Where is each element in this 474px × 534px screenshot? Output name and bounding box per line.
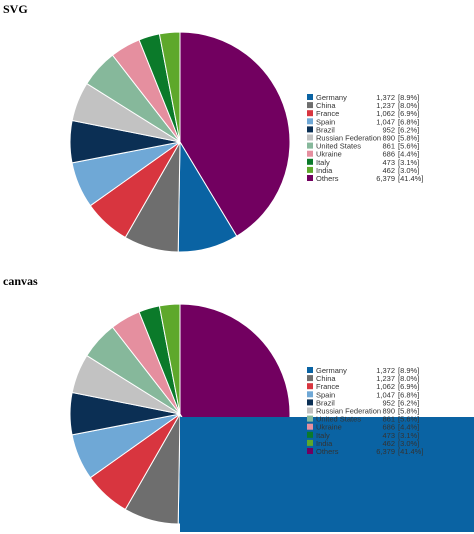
legend-label: India bbox=[316, 166, 333, 175]
svg-section-title: SVG bbox=[3, 2, 28, 16]
legend-label: Spain bbox=[316, 117, 335, 126]
legend-percent: [41.4%] bbox=[398, 174, 423, 183]
legend-percent: [5.6%] bbox=[398, 415, 419, 424]
legend-percent: [6.8%] bbox=[398, 117, 419, 126]
legend-swatch bbox=[307, 391, 313, 398]
legend-value: 1,237 bbox=[376, 101, 395, 110]
legend-swatch bbox=[307, 110, 313, 117]
legend-value: 1,237 bbox=[376, 374, 395, 383]
legend-value: 6,379 bbox=[376, 174, 395, 183]
legend-swatch bbox=[307, 134, 313, 141]
legend-label: Russian Federation bbox=[316, 407, 381, 416]
canvas-pie-chart: Germany 1,372 [8.9%] China 1,237 [8.0%] France… bbox=[69, 303, 474, 532]
legend-swatch bbox=[307, 94, 313, 100]
legend-percent: [4.4%] bbox=[398, 423, 419, 432]
legend-percent: [6.2%] bbox=[398, 398, 419, 407]
legend-swatch bbox=[307, 431, 313, 438]
legend-label: France bbox=[316, 109, 339, 118]
legend-swatch bbox=[307, 102, 313, 109]
legend-percent: [6.2%] bbox=[398, 125, 419, 134]
legend-value: 473 bbox=[382, 431, 395, 440]
legend-value: 952 bbox=[382, 398, 395, 407]
legend-value: 890 bbox=[382, 134, 395, 143]
legend-value: 462 bbox=[382, 439, 395, 448]
legend-swatch bbox=[307, 399, 313, 406]
legend-label: India bbox=[316, 439, 333, 448]
pie-slice-india bbox=[158, 31, 181, 143]
legend-value: 861 bbox=[382, 142, 395, 151]
legend-value: 861 bbox=[382, 415, 395, 424]
legend-swatch bbox=[307, 126, 313, 133]
pie-slice-india bbox=[158, 303, 181, 415]
overlay-block bbox=[180, 417, 474, 532]
legend-percent: [8.0%] bbox=[398, 374, 419, 383]
legend-value: 1,047 bbox=[376, 117, 395, 126]
legend-percent: [41.4%] bbox=[398, 447, 423, 456]
legend-value: 686 bbox=[382, 150, 395, 159]
legend-percent: [3.0%] bbox=[398, 166, 419, 175]
legend-value: 6,379 bbox=[376, 447, 395, 456]
pie-slice-others bbox=[179, 31, 291, 237]
legend-label: United States bbox=[316, 142, 361, 151]
legend-percent: [6.8%] bbox=[398, 390, 419, 399]
legend-percent: [8.0%] bbox=[398, 101, 419, 110]
legend-label: Brazil bbox=[316, 398, 335, 407]
legend-value: 1,062 bbox=[376, 109, 395, 118]
legend-value: 1,372 bbox=[376, 93, 395, 102]
legend-label: Others bbox=[316, 447, 339, 456]
legend: Germany 1,372 [8.9%] China 1,237 [8.0%] France… bbox=[307, 93, 423, 183]
legend-value: 686 bbox=[382, 423, 395, 432]
legend-label: Germany bbox=[316, 366, 347, 375]
legend-swatch bbox=[307, 375, 313, 382]
legend-label: China bbox=[316, 101, 336, 110]
legend-swatch bbox=[307, 423, 313, 430]
legend-label: Ukraine bbox=[316, 150, 342, 159]
legend-label: Italy bbox=[316, 431, 330, 440]
legend-swatch bbox=[307, 448, 313, 454]
canvas-section-title: canvas bbox=[3, 274, 38, 288]
legend-value: 890 bbox=[382, 407, 395, 416]
legend-percent: [4.4%] bbox=[398, 150, 419, 159]
legend-percent: [6.9%] bbox=[398, 109, 419, 118]
legend-swatch bbox=[307, 175, 313, 181]
legend-value: 473 bbox=[382, 158, 395, 167]
legend-percent: [5.6%] bbox=[398, 142, 419, 151]
legend-swatch bbox=[307, 415, 313, 422]
legend-label: Spain bbox=[316, 390, 335, 399]
legend-swatch bbox=[307, 166, 313, 173]
legend-percent: [5.8%] bbox=[398, 407, 419, 416]
legend-label: Others bbox=[316, 174, 339, 183]
legend-percent: [3.1%] bbox=[398, 158, 419, 167]
legend-label: France bbox=[316, 382, 339, 391]
legend-percent: [3.1%] bbox=[398, 431, 419, 440]
legend-value: 1,372 bbox=[376, 366, 395, 375]
legend-percent: [6.9%] bbox=[398, 382, 419, 391]
legend-label: Italy bbox=[316, 158, 330, 167]
legend-swatch bbox=[307, 150, 313, 157]
legend-value: 952 bbox=[382, 125, 395, 134]
legend-label: Brazil bbox=[316, 125, 335, 134]
legend-swatch bbox=[307, 367, 313, 373]
legend-percent: [5.8%] bbox=[398, 134, 419, 143]
legend-swatch bbox=[307, 407, 313, 414]
legend-label: Russian Federation bbox=[316, 134, 381, 143]
legend-label: United States bbox=[316, 415, 361, 424]
legend-label: China bbox=[316, 374, 336, 383]
legend-percent: [8.9%] bbox=[398, 366, 419, 375]
legend-value: 1,062 bbox=[376, 382, 395, 391]
legend-label: Ukraine bbox=[316, 423, 342, 432]
legend-percent: [8.9%] bbox=[398, 93, 419, 102]
legend-swatch bbox=[307, 142, 313, 149]
legend: Germany 1,372 [8.9%] China 1,237 [8.0%] France… bbox=[307, 366, 423, 456]
legend-value: 462 bbox=[382, 166, 395, 175]
legend-value: 1,047 bbox=[376, 390, 395, 399]
legend-swatch bbox=[307, 118, 313, 125]
legend-label: Germany bbox=[316, 93, 347, 102]
legend-swatch bbox=[307, 383, 313, 390]
legend-percent: [3.0%] bbox=[398, 439, 419, 448]
svg-pie-chart: Germany 1,372 [8.9%] China 1,237 [8.0%] France… bbox=[69, 31, 423, 253]
legend-swatch bbox=[307, 439, 313, 446]
legend-swatch bbox=[307, 158, 313, 165]
